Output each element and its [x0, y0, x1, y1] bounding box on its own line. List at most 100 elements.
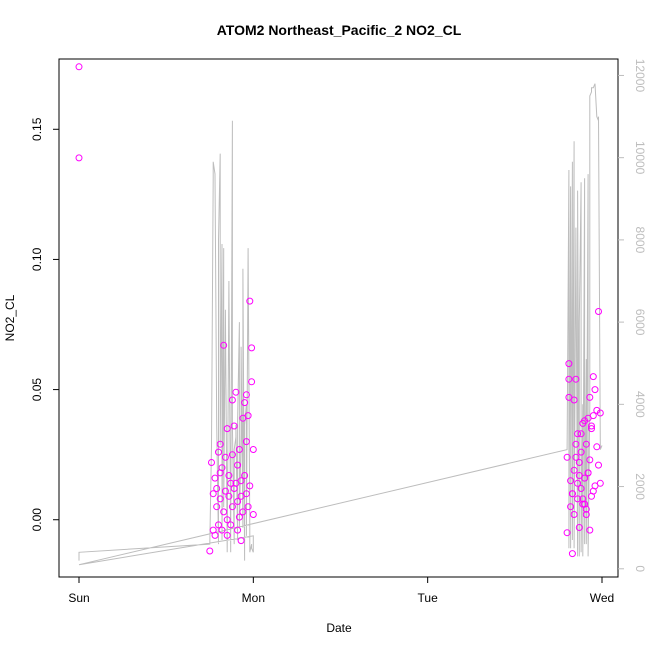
data-point	[563, 529, 571, 537]
data-point	[591, 386, 599, 394]
data-point	[596, 479, 604, 487]
data-point	[208, 459, 215, 466]
data-point	[206, 547, 214, 555]
data-point	[230, 422, 238, 430]
data-point	[568, 550, 576, 558]
data-point	[586, 526, 594, 534]
data-point	[589, 487, 597, 495]
data-point	[228, 451, 236, 459]
data-point	[593, 443, 601, 451]
data-point	[563, 453, 571, 461]
data-point	[249, 511, 257, 518]
x-axis-label: Date	[326, 621, 352, 635]
data-point	[242, 490, 250, 498]
data-point	[574, 479, 582, 487]
data-point	[234, 526, 242, 534]
data-point	[213, 485, 221, 492]
y-tick-label: 0.05	[30, 378, 44, 402]
data-point	[223, 425, 231, 433]
data-point	[246, 482, 254, 490]
data-point	[211, 531, 219, 539]
data-point	[213, 503, 221, 511]
data-point	[216, 495, 224, 503]
y-tick-label: 0.00	[30, 508, 44, 532]
data-point	[216, 440, 224, 448]
data-point	[572, 375, 580, 383]
data-point	[237, 537, 245, 545]
data-point	[228, 396, 236, 404]
data-point	[220, 508, 228, 516]
data-point	[215, 448, 222, 456]
y2-tick-label: 12000	[633, 59, 647, 93]
data-point	[234, 498, 242, 505]
data-point	[581, 500, 589, 508]
data-point	[239, 508, 247, 516]
data-point	[574, 430, 582, 438]
data-point	[221, 453, 229, 461]
data-point	[595, 308, 602, 315]
data-point	[588, 422, 595, 430]
data-point	[216, 469, 224, 477]
data-point	[235, 513, 243, 521]
data-point	[565, 360, 573, 368]
y-tick-label: 0.10	[30, 247, 44, 271]
data-point	[584, 469, 592, 477]
data-point	[568, 490, 576, 498]
data-point	[586, 393, 594, 401]
data-point	[595, 461, 602, 469]
data-point	[588, 425, 595, 433]
data-point	[582, 440, 590, 448]
y2-tick-label: 2000	[633, 473, 647, 500]
data-point	[575, 472, 583, 479]
data-point	[241, 472, 249, 479]
chart-title: ATOM2 Northeast_Pacific_2 NO2_CL	[217, 22, 462, 38]
data-point	[244, 412, 252, 420]
data-point	[242, 391, 250, 399]
data-point	[215, 521, 222, 529]
data-point	[575, 524, 583, 531]
data-point	[565, 393, 573, 401]
data-point	[577, 430, 585, 438]
data-point	[225, 492, 233, 500]
data-point	[221, 487, 229, 495]
y2-tick-label: 10000	[633, 141, 647, 175]
data-point	[209, 490, 217, 498]
data-point	[574, 495, 582, 503]
data-point	[570, 511, 578, 518]
data-point	[234, 461, 242, 469]
x-tick-label: Sun	[68, 591, 89, 605]
data-point	[567, 477, 575, 485]
data-point	[211, 474, 219, 482]
y-tick-label: 0.15	[30, 117, 44, 141]
data-point	[227, 521, 235, 529]
data-point	[75, 63, 83, 71]
data-point	[246, 297, 254, 305]
data-point	[577, 448, 585, 456]
data-point	[232, 388, 240, 396]
data-point	[575, 459, 583, 466]
data-point	[565, 375, 573, 383]
data-point	[223, 516, 231, 524]
data-point	[242, 438, 250, 446]
data-point	[249, 446, 257, 453]
data-point	[572, 440, 580, 448]
data-point	[586, 456, 594, 464]
x-tick-label: Wed	[590, 591, 614, 605]
data-point	[577, 485, 585, 492]
data-point	[589, 373, 597, 381]
x-tick-label: Tue	[418, 591, 439, 605]
data-point	[225, 472, 233, 479]
data-point	[220, 341, 228, 349]
series-line	[78, 83, 603, 566]
data-point	[227, 479, 235, 487]
plot-layer: 0.00 0.05 0.10 0.15 0 2000 4000 6000 8000 10000 12…	[30, 58, 647, 605]
data-point	[75, 154, 83, 162]
data-point	[570, 466, 578, 474]
data-point	[237, 477, 245, 485]
data-point	[244, 503, 252, 511]
x-tick-label: Mon	[242, 591, 265, 605]
data-point	[572, 453, 580, 461]
plot-frame	[58, 58, 619, 578]
